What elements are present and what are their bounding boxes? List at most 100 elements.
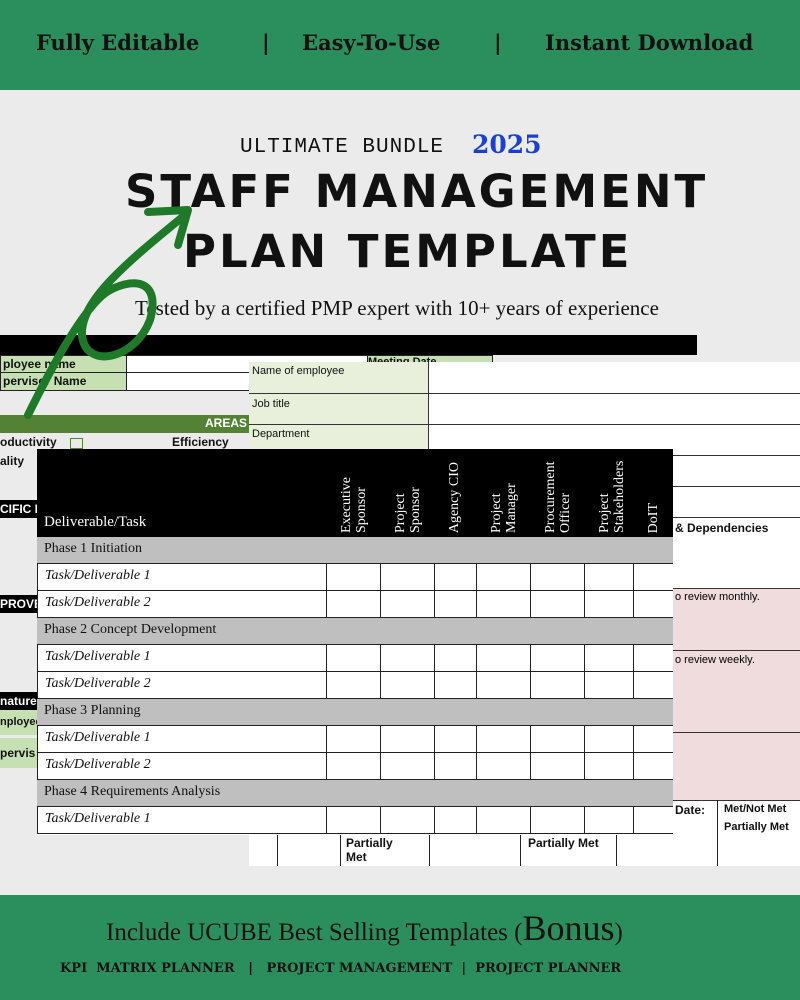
assignment-cell[interactable] [380,645,381,671]
assignment-cell[interactable] [476,807,477,833]
separator: | [262,30,270,55]
assignment-cell[interactable] [434,672,435,698]
bundle-label: ULTIMATE BUNDLE [240,136,445,159]
top-banner: Fully Editable | Easy-To-Use | Instant D… [0,0,800,90]
assignment-cell[interactable] [434,591,435,617]
back-header-bar [0,335,697,355]
partially-met-label-1: Partially Met [346,836,393,864]
bonus-headline: Include UCUBE Best Selling Templates (Bo… [106,907,623,949]
phase-row: Phase 2 Concept Development [37,618,673,645]
task-row: Task/Deliverable 2 [37,753,673,780]
feature-easy-to-use: Easy-To-Use [302,30,441,55]
assignment-cell[interactable] [584,807,585,833]
title-line-2: PLAN TEMPLATE [183,225,633,278]
assignment-cell[interactable] [584,645,585,671]
improvement-header: PROVE [0,595,37,613]
signature-header: nature [0,692,37,710]
assignment-cell[interactable] [434,564,435,590]
assignment-cell[interactable] [530,591,531,617]
met-not-met-label: Met/Not Met [724,803,787,815]
header-project-manager: Project Manager [489,483,519,533]
task-label: Task/Deliverable 1 [45,649,151,664]
assignment-cell[interactable] [476,564,477,590]
name-of-employee-label: Name of employee [249,362,429,393]
bonus-project-planner: PROJECT PLANNER [475,961,622,976]
assignment-cell[interactable] [633,564,634,590]
assignment-cell[interactable] [476,591,477,617]
assignment-cell[interactable] [584,726,585,752]
assignment-cell[interactable] [380,753,381,779]
assignment-cell[interactable] [326,672,327,698]
assignment-cell[interactable] [633,726,634,752]
header-executive-sponsor: Executive Sponsor [339,477,369,533]
assignment-cell[interactable] [584,591,585,617]
subtitle: Tested by a certified PMP expert with 10… [135,296,659,320]
assignment-cell[interactable] [530,726,531,752]
phase-row: Phase 3 Planning [37,699,673,726]
assignment-cell[interactable] [380,672,381,698]
assignment-cell[interactable] [584,753,585,779]
assignment-cell[interactable] [584,672,585,698]
assignment-cell[interactable] [530,807,531,833]
assignment-cell[interactable] [380,807,381,833]
assignment-cell[interactable] [584,564,585,590]
assignment-cell[interactable] [633,753,634,779]
quality-label: ality [0,454,25,468]
header-project-stakeholders: Project Stakeholders [597,460,627,533]
assignment-cell[interactable] [434,807,435,833]
task-label: Task/Deliverable 2 [45,757,151,772]
header-project-sponsor: Project Sponsor [393,487,423,533]
assignment-cell[interactable] [476,645,477,671]
green-arrow-icon [24,206,192,419]
dependencies-label: & Dependencies [675,521,769,535]
task-label: Task/Deliverable 1 [45,811,151,826]
review-monthly-text: o review monthly. [675,591,760,603]
assignment-cell[interactable] [326,753,327,779]
table-header: Deliverable/Task Executive Sponsor Proje… [37,449,673,537]
assignment-cell[interactable] [434,753,435,779]
assignment-cell[interactable] [380,564,381,590]
assignment-cell[interactable] [633,807,634,833]
specific-header: CIFIC I [0,500,37,518]
assignment-cell[interactable] [633,645,634,671]
assignment-cell[interactable] [530,753,531,779]
assignment-cell[interactable] [434,645,435,671]
supervisor-signature-label: pervis [0,738,37,768]
task-label: Task/Deliverable 2 [45,595,151,610]
assignment-cell[interactable] [326,807,327,833]
feature-fully-editable: Fully Editable [36,30,200,55]
assignment-cell[interactable] [434,726,435,752]
assignment-cell[interactable] [476,672,477,698]
bonus-word: Bonus [522,908,615,948]
assignment-cell[interactable] [326,564,327,590]
bonus-close-paren: ) [614,919,623,946]
assignment-cell[interactable] [476,726,477,752]
phase-label: Phase 1 Initiation [44,541,142,556]
assignment-cell[interactable] [326,645,327,671]
assignment-cell[interactable] [530,645,531,671]
phase-row: Phase 1 Initiation [37,537,673,564]
date-label: Date: [675,803,706,817]
assignment-cell[interactable] [326,591,327,617]
productivity-checkbox[interactable] [70,438,83,449]
assignment-cell[interactable] [476,753,477,779]
assignment-cell[interactable] [326,726,327,752]
assignment-cell[interactable] [530,672,531,698]
bonus-include-text: Include UCUBE Best Selling Templates ( [106,919,523,946]
header-doit: DoIT [646,502,661,533]
bottom-banner: Include UCUBE Best Selling Templates (Bo… [0,895,800,1000]
assignment-cell[interactable] [380,591,381,617]
assignment-cell[interactable] [380,726,381,752]
assignment-cell[interactable] [633,591,634,617]
bonus-project-management: PROJECT MANAGEMENT [266,961,453,976]
phase-label: Phase 2 Concept Development [44,622,217,637]
assignment-cell[interactable] [530,564,531,590]
bundle-year: 2025 [472,130,542,159]
assignment-cell[interactable] [633,672,634,698]
task-row: Task/Deliverable 1 [37,726,673,753]
task-label: Task/Deliverable 1 [45,568,151,583]
header-procurement-officer: Procurement Officer [543,461,573,533]
feature-instant-download: Instant Download [545,30,754,55]
task-row: Task/Deliverable 1 [37,807,673,834]
task-row: Task/Deliverable 1 [37,564,673,591]
